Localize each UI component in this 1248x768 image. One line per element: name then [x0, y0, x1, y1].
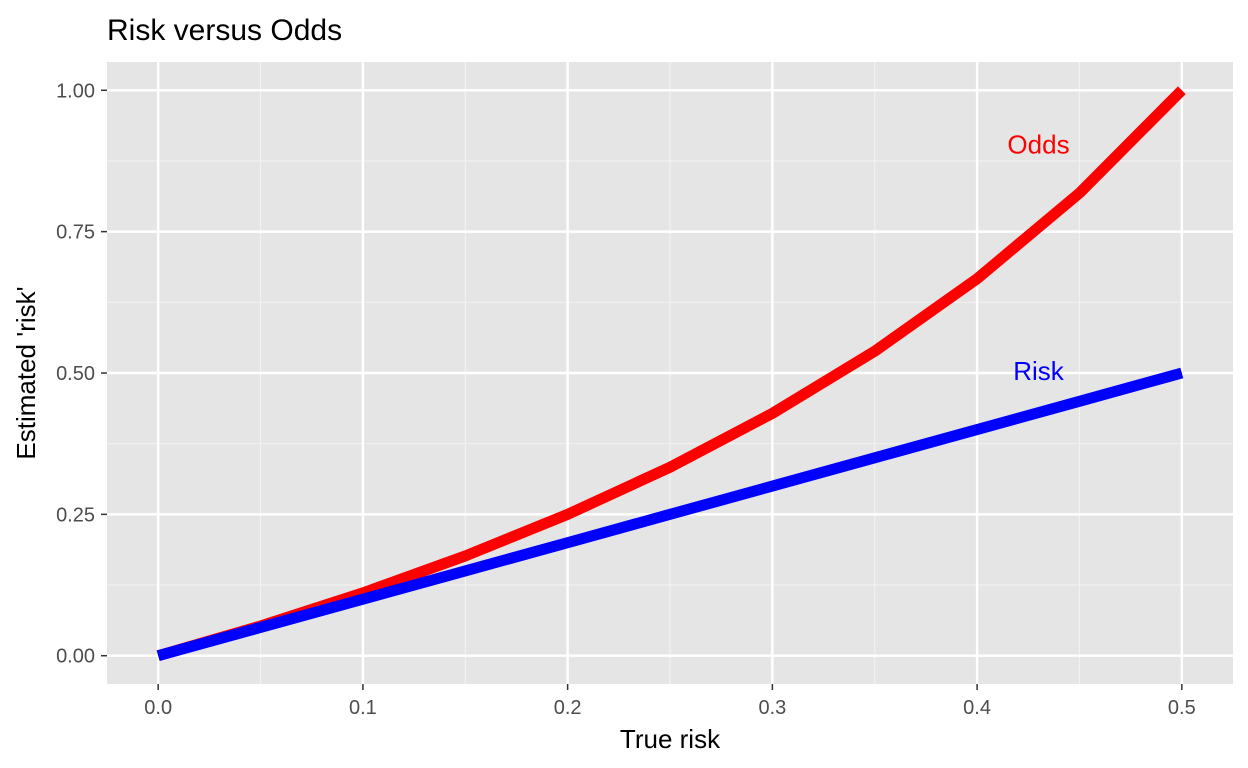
x-tick-label: 0.4	[963, 697, 991, 719]
x-tick-label: 0.1	[349, 697, 377, 719]
y-tick-label: 0.00	[56, 646, 95, 668]
y-tick-label: 1.00	[56, 80, 95, 102]
series-line-risk	[156, 367, 1184, 662]
y-axis-title: Estimated 'risk'	[11, 286, 41, 459]
series-label-odds: Odds	[1007, 130, 1069, 160]
x-tick-label: 0.3	[758, 697, 786, 719]
series-layer	[156, 86, 1186, 662]
y-tick-label: 0.75	[56, 222, 95, 244]
annotation-layer: Odds Risk	[1007, 130, 1069, 386]
chart-title: Risk versus Odds	[107, 14, 342, 47]
y-tick-label: 0.50	[56, 363, 95, 385]
series-label-risk: Risk	[1013, 356, 1065, 386]
y-axis: 0.00 0.25 0.50 0.75 1.00	[56, 80, 107, 668]
x-axis: 0.0 0.1 0.2 0.3 0.4 0.5	[144, 684, 1196, 719]
x-axis-title: True risk	[620, 724, 721, 754]
x-tick-label: 0.5	[1168, 697, 1196, 719]
x-tick-label: 0.0	[144, 697, 172, 719]
x-tick-label: 0.2	[554, 697, 582, 719]
y-tick-label: 0.25	[56, 504, 95, 526]
